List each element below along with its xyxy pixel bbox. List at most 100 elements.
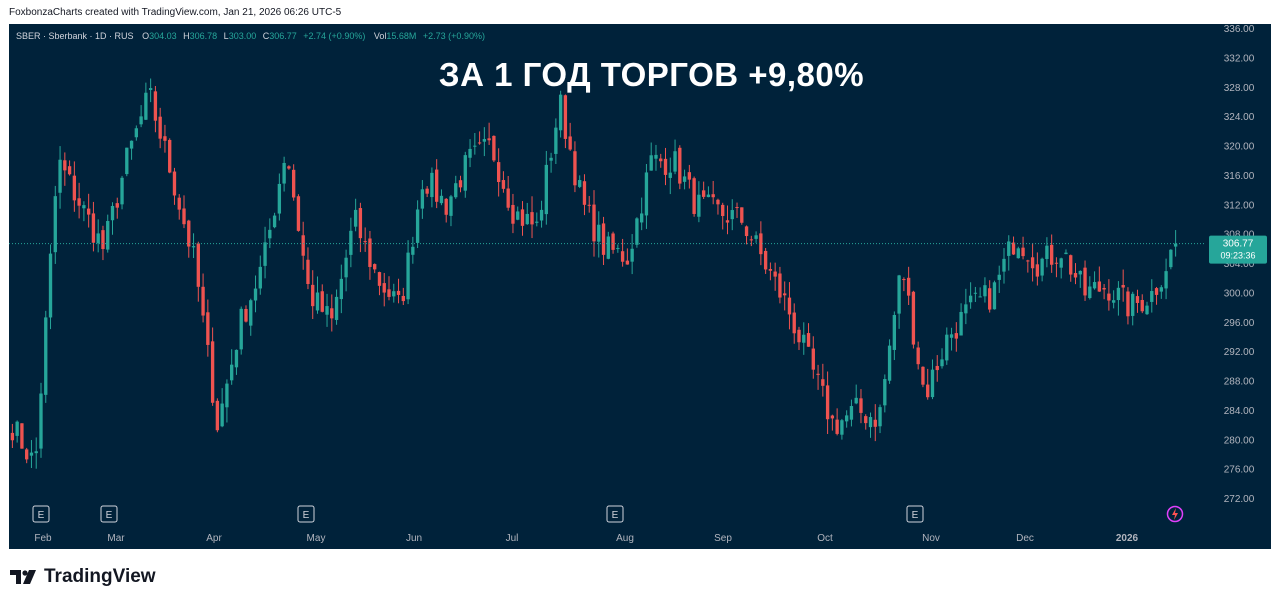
brand-name: TradingView bbox=[44, 566, 156, 587]
candle-body bbox=[444, 198, 448, 215]
candle-body bbox=[744, 226, 749, 237]
candle-body bbox=[845, 415, 849, 422]
candle-body bbox=[506, 188, 510, 208]
earnings-marker[interactable]: E bbox=[906, 505, 924, 523]
candle-body bbox=[411, 246, 415, 255]
bar-countdown: 09:23:36 bbox=[1220, 251, 1255, 261]
candle-body bbox=[640, 213, 644, 223]
candle-body bbox=[25, 449, 29, 460]
candle-body bbox=[1045, 245, 1049, 259]
candle-body bbox=[821, 379, 825, 386]
last-price-value: 306.77 bbox=[1223, 239, 1254, 250]
alert-icon[interactable] bbox=[1166, 505, 1184, 523]
candle-body bbox=[392, 291, 396, 297]
candle-body bbox=[706, 194, 711, 198]
candle-body bbox=[859, 398, 863, 413]
earnings-marker[interactable]: E bbox=[100, 505, 118, 523]
candle-body bbox=[20, 423, 24, 449]
candle-body bbox=[978, 296, 982, 298]
candle-body bbox=[759, 233, 763, 255]
candle-body bbox=[787, 297, 792, 315]
y-tick-label: 324.00 bbox=[1224, 112, 1255, 123]
candle-body bbox=[230, 364, 234, 381]
candle-body bbox=[325, 306, 329, 315]
candle-body bbox=[1154, 288, 1159, 295]
volume-label: Vol bbox=[373, 31, 387, 41]
candle-body bbox=[67, 166, 72, 175]
candle-body bbox=[220, 403, 224, 427]
earnings-marker-label: E bbox=[38, 510, 45, 521]
candle-body bbox=[277, 183, 282, 214]
candle-body bbox=[234, 349, 239, 368]
candle-body bbox=[535, 221, 539, 223]
candle-body bbox=[463, 155, 467, 191]
candle-body bbox=[649, 155, 653, 171]
open-value: 304.03 bbox=[149, 31, 177, 41]
symbol-header[interactable]: SBER · Sberbank · 1D · RUS O304.03 H306.… bbox=[16, 31, 485, 41]
chart-panel[interactable] bbox=[9, 24, 1271, 549]
candle-body bbox=[244, 308, 248, 322]
candle-body bbox=[263, 242, 267, 266]
candle-body bbox=[191, 246, 196, 248]
candle-body bbox=[291, 169, 296, 198]
candle-body bbox=[1016, 248, 1020, 259]
candle-body bbox=[253, 288, 258, 301]
candle-body bbox=[997, 274, 1001, 280]
candle-body bbox=[597, 224, 601, 242]
tradingview-logo[interactable]: TradingView bbox=[10, 566, 156, 588]
candle-body bbox=[377, 272, 382, 286]
candle-body bbox=[1145, 305, 1149, 315]
candle-body bbox=[125, 147, 129, 175]
candle-body bbox=[148, 88, 153, 90]
candle-body bbox=[435, 169, 439, 202]
y-tick-label: 316.00 bbox=[1224, 171, 1255, 182]
candle-body bbox=[730, 210, 734, 220]
candle-body bbox=[129, 140, 134, 149]
y-tick-label: 304.00 bbox=[1224, 259, 1255, 270]
candle-body bbox=[496, 162, 501, 183]
candle-body bbox=[864, 416, 868, 424]
candle-body bbox=[644, 172, 649, 216]
candle-body bbox=[554, 127, 558, 154]
candle-body bbox=[53, 196, 57, 253]
candle-body bbox=[754, 235, 758, 239]
candle-body bbox=[272, 215, 277, 228]
candle-body bbox=[382, 283, 386, 293]
candle-body bbox=[630, 248, 634, 262]
earnings-marker[interactable]: E bbox=[32, 505, 50, 523]
candle-body bbox=[840, 420, 844, 435]
candle-body bbox=[96, 233, 100, 244]
volume-value: 15.68M bbox=[386, 31, 417, 41]
candle-body bbox=[1135, 296, 1140, 303]
candle-body bbox=[315, 292, 320, 311]
candle-body bbox=[15, 421, 19, 436]
candle-body bbox=[1150, 291, 1154, 302]
candle-body bbox=[716, 199, 720, 205]
low-label: L bbox=[223, 31, 229, 41]
symbol-name[interactable]: SBER · Sberbank · 1D · RUS bbox=[16, 31, 134, 41]
candle-body bbox=[163, 136, 167, 141]
candle-body bbox=[101, 230, 105, 249]
candle-body bbox=[558, 94, 563, 131]
earnings-marker-label: E bbox=[912, 510, 919, 521]
candle-body bbox=[573, 151, 577, 186]
candle-body bbox=[959, 311, 963, 336]
earnings-marker[interactable]: E bbox=[606, 505, 624, 523]
candle-body bbox=[940, 359, 944, 367]
candle-body bbox=[692, 178, 696, 214]
candle-body bbox=[420, 189, 425, 209]
y-tick-label: 312.00 bbox=[1224, 200, 1255, 211]
candle-body bbox=[849, 406, 854, 420]
candle-body bbox=[268, 229, 272, 239]
x-tick-label: Aug bbox=[616, 533, 634, 544]
candle-body bbox=[1107, 293, 1111, 301]
last-price-tag bbox=[1209, 235, 1267, 264]
candle-body bbox=[91, 213, 96, 243]
candle-body bbox=[358, 208, 363, 239]
earnings-marker[interactable]: E bbox=[297, 505, 315, 523]
x-tick-label: Feb bbox=[34, 533, 52, 544]
candle-body bbox=[1140, 299, 1144, 312]
candle-body bbox=[983, 285, 987, 297]
candle-body bbox=[482, 139, 487, 142]
